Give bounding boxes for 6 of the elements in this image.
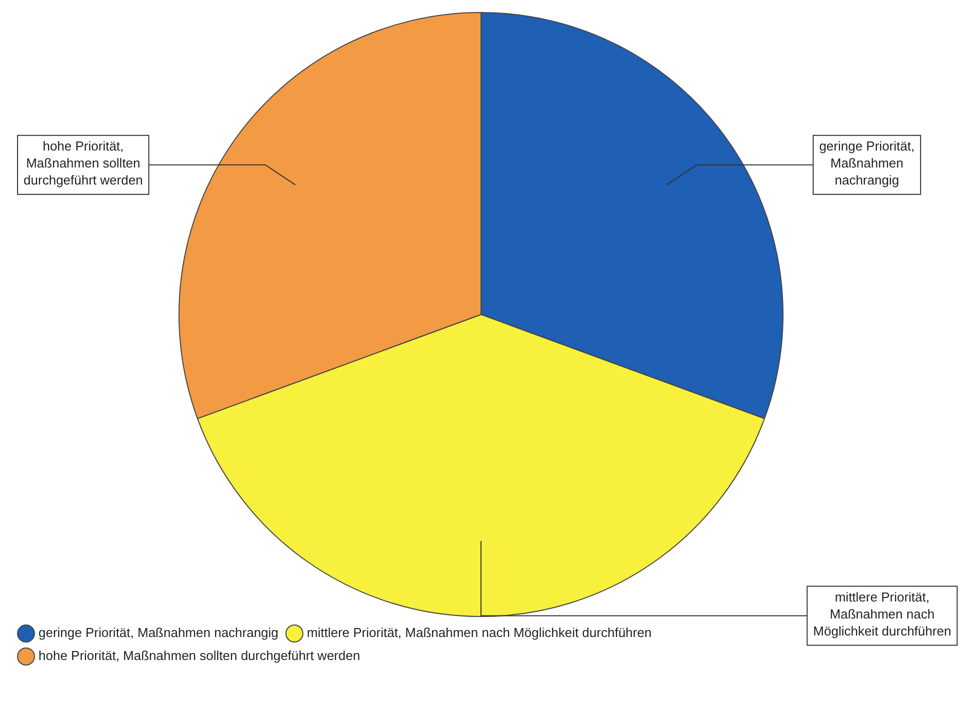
slice-label: mittlere Priorität, Maßnahmen nach Möglichkeit durchführen xyxy=(813,589,952,638)
legend-label: mittlere Priorität, Maßnahmen nach Möglichkeit durchführen xyxy=(306,625,652,640)
slice-label: geringe Priorität, Maßnahmen nachrangig xyxy=(819,138,915,188)
legend-label: hohe Priorität, Maßnahmen sollten durchgeführt werden xyxy=(38,648,360,664)
legend-label: geringe Priorität, Maßnahmen nachrangig xyxy=(38,625,278,640)
slice-label: hohe Priorität, Maßnahmen sollten durchgeführt werden xyxy=(24,138,143,188)
